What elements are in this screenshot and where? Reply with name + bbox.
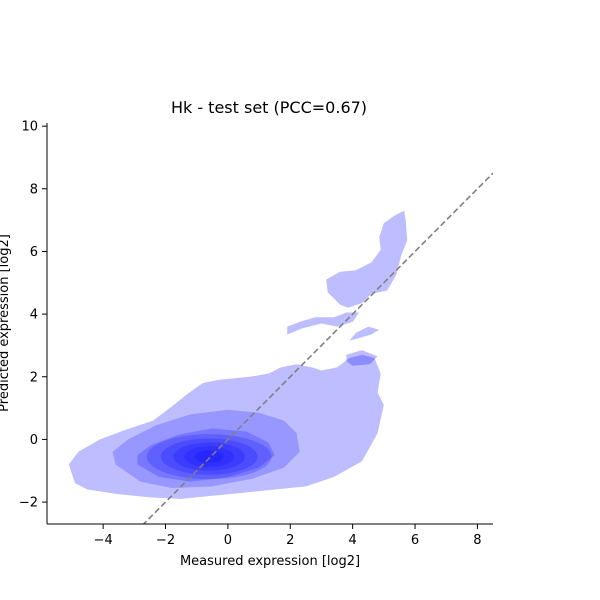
y-tick-label: −2 — [19, 496, 38, 511]
density-contour-level-1-region-3 — [346, 350, 378, 366]
x-ticks: −4 −2 0 2 4 6 8 — [94, 524, 482, 548]
y-tick-label: 2 — [30, 370, 38, 385]
reference-line — [142, 172, 493, 524]
y-tick-label: 6 — [30, 245, 38, 260]
x-tick-label: −2 — [156, 533, 175, 548]
density-contour-level-5 — [160, 438, 258, 475]
y-tick-label: 0 — [30, 433, 38, 448]
density-contour-level-6 — [173, 442, 246, 471]
density-contour-level-1-region-4 — [349, 326, 380, 341]
density-contour-level-2-region-1 — [112, 409, 300, 488]
plot-area — [68, 172, 493, 524]
density-contour-level-7 — [184, 446, 235, 467]
chart-title: Hk - test set (PCC=0.67) — [171, 98, 367, 117]
density-contour-level-1-region-5 — [326, 210, 408, 308]
density-contour-level-3-region-1 — [137, 428, 275, 482]
y-ticks: −2 0 2 4 6 8 10 — [19, 120, 47, 511]
axes: −4 −2 0 2 4 6 8 −2 0 2 4 6 8 10 — [19, 120, 493, 548]
density-contour-level-1-region-2 — [287, 312, 359, 335]
y-tick-label: 10 — [21, 120, 38, 135]
y-tick-label: 4 — [30, 308, 38, 323]
x-axis-label: Measured expression [log2] — [180, 554, 360, 569]
x-tick-label: −4 — [94, 533, 113, 548]
x-tick-label: 6 — [411, 533, 419, 548]
y-tick-label: 8 — [30, 182, 38, 197]
x-tick-label: 2 — [286, 533, 294, 548]
density-layer — [68, 210, 408, 499]
density-contour-level-1-region-1 — [68, 354, 384, 499]
x-tick-label: 8 — [473, 533, 481, 548]
density-contour-level-4 — [146, 434, 272, 480]
x-tick-label: 4 — [349, 533, 357, 548]
density-contour-level-8 — [195, 450, 224, 463]
x-tick-label: 0 — [224, 533, 232, 548]
y-axis-label: Predicted expression [log2] — [0, 234, 12, 412]
